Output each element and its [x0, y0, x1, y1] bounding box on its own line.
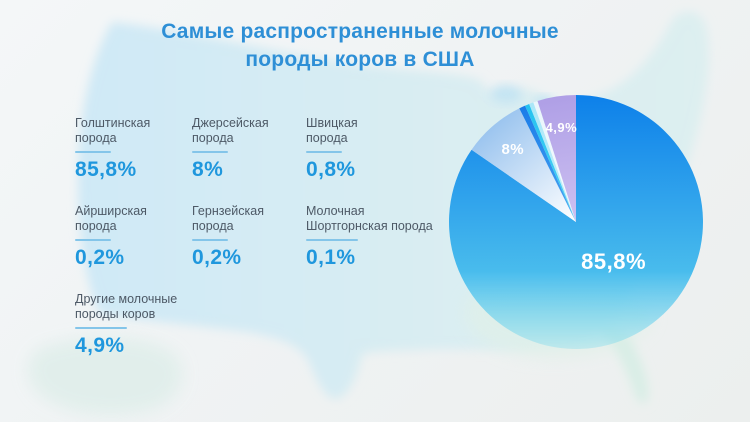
- stat-label: Гернзейская порода: [192, 204, 264, 234]
- stat-underline: [192, 151, 228, 153]
- stat-label: Джерсейская порода: [192, 116, 269, 146]
- pie-slice-label: 4,9%: [546, 120, 578, 135]
- pie-slice-label: 8%: [501, 141, 524, 158]
- stat-value: 0,8%: [306, 158, 356, 181]
- stat-underline: [75, 239, 111, 241]
- stat-value: 0,2%: [75, 246, 125, 269]
- stat-value: 0,1%: [306, 246, 356, 269]
- pie-slice-1: [471, 108, 576, 222]
- stat-value: 4,9%: [75, 334, 125, 357]
- stat-underline: [192, 239, 228, 241]
- pie-slice-2: [519, 105, 576, 222]
- stat-item: Другие молочные породы коров 4,9%: [75, 292, 192, 380]
- pie-slice-5: [533, 100, 576, 222]
- stat-value: 85,8%: [75, 158, 137, 181]
- stat-item: Гернзейская порода 0,2%: [192, 204, 306, 292]
- pie-slice-3: [525, 103, 576, 222]
- stat-label: Молочная Шортгорнская порода: [306, 204, 433, 234]
- stat-item: Джерсейская порода 8%: [192, 116, 306, 204]
- stat-label: Айрширская порода: [75, 204, 147, 234]
- great-lakes-shape: [490, 85, 522, 103]
- pie-slice-label: 85,8%: [581, 249, 646, 274]
- pie-slices-group: 85,8% 8% 4,9%: [448, 95, 703, 349]
- pie-slice-4: [529, 102, 576, 222]
- pie-slice-0: [448, 95, 703, 349]
- stat-underline: [75, 151, 111, 153]
- stat-value: 0,2%: [192, 246, 242, 269]
- stat-item: Молочная Шортгорнская порода 0,1%: [306, 204, 481, 292]
- stat-label: Другие молочные породы коров: [75, 292, 178, 322]
- stat-item: Голштинская порода 85,8%: [75, 116, 192, 204]
- stat-label: Голштинская порода: [75, 116, 151, 146]
- florida-shape: [600, 327, 649, 404]
- stat-item: Швицкая порода 0,8%: [306, 116, 481, 204]
- stat-label: Швицкая порода: [306, 116, 358, 146]
- stat-underline: [306, 239, 358, 241]
- page-title: Самые распространенные молочные породы к…: [161, 20, 559, 72]
- alaska-shape: [27, 337, 183, 415]
- stats-grid: Голштинская порода 85,8% Джерсейская пород…: [75, 116, 481, 380]
- stat-item: Айрширская порода 0,2%: [75, 204, 192, 292]
- pie-slice-6: [537, 95, 576, 222]
- stat-underline: [306, 151, 342, 153]
- stat-value: 8%: [192, 158, 224, 181]
- stat-underline: [75, 327, 127, 329]
